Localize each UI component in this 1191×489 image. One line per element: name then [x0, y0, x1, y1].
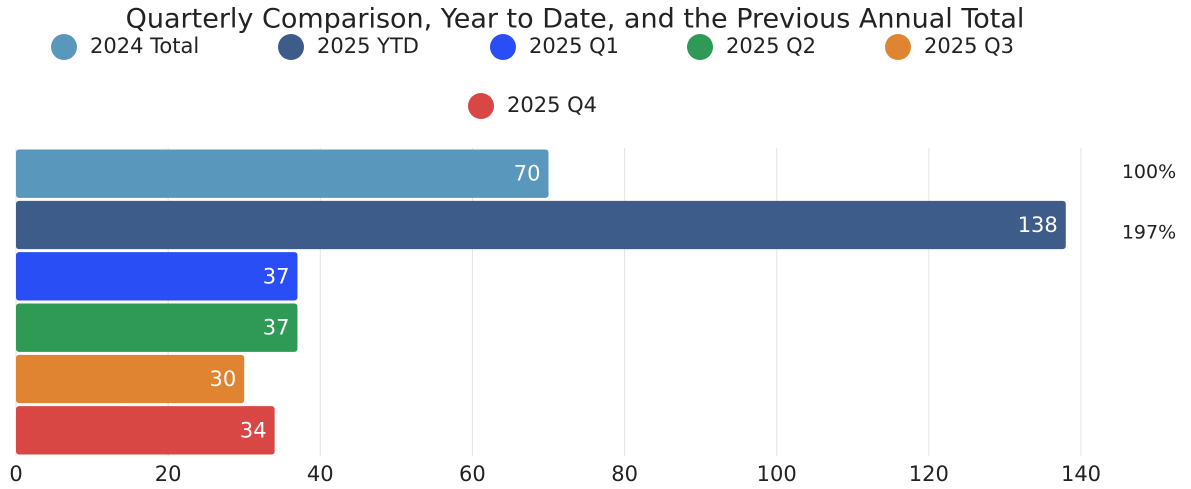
bar: [16, 252, 298, 301]
legend-label: 2025 Q3: [924, 34, 1014, 58]
x-tick-label: 20: [155, 462, 182, 486]
value-label: 37: [263, 316, 290, 340]
bar: [16, 354, 245, 404]
annotation: 197%: [1122, 222, 1176, 244]
legend-swatch: [687, 34, 713, 60]
legend-label: 2025 Q1: [529, 34, 619, 58]
bar: [16, 303, 298, 352]
value-label: 138: [1018, 213, 1058, 237]
x-tick-label: 0: [9, 462, 22, 486]
x-tick-label: 60: [459, 462, 486, 486]
bar: [16, 200, 1066, 250]
legend-label: 2025 Q2: [726, 34, 816, 58]
legend-swatch: [468, 93, 494, 119]
x-tick-label: 100: [757, 462, 797, 486]
value-label: 34: [240, 418, 267, 442]
value-label: 70: [514, 162, 541, 186]
legend-swatch: [278, 34, 304, 60]
value-label: 37: [263, 264, 290, 288]
legend-label: 2024 Total: [90, 34, 199, 58]
value-label: 30: [209, 367, 236, 391]
chart-title: Quarterly Comparison, Year to Date, and …: [126, 4, 1025, 35]
x-tick-label: 140: [1061, 462, 1101, 486]
legend-swatch: [885, 34, 911, 60]
x-tick-label: 80: [611, 462, 638, 486]
x-tick-label: 40: [307, 462, 334, 486]
legend-label: 2025 Q4: [507, 93, 597, 117]
legend-swatch: [490, 34, 516, 60]
legend-label: 2025 YTD: [317, 34, 419, 58]
bar: [16, 406, 275, 455]
bar: [16, 149, 549, 198]
annotation: 100%: [1122, 161, 1176, 183]
x-tick-label: 120: [909, 462, 949, 486]
legend-swatch: [51, 34, 77, 60]
